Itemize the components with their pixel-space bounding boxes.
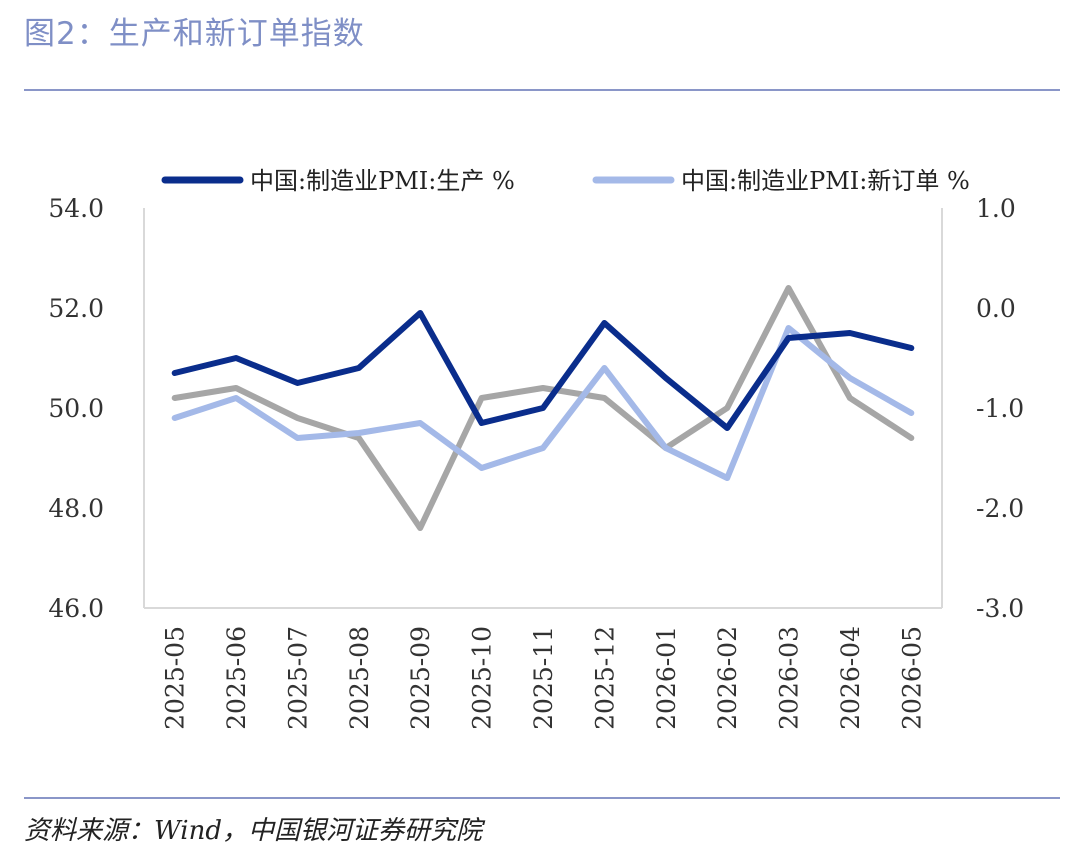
x-tick-label: 2025-12 [590,626,619,730]
right-tick-label: -3.0 [976,594,1024,623]
x-tick-label: 2025-05 [161,626,190,730]
left-tick-label: 52.0 [48,294,104,323]
legend-label-2: 中国:制造业PMI:新订单 % [681,167,970,195]
x-tick-label: 2025-07 [283,626,312,730]
x-tick-label: 2025-10 [468,626,497,730]
left-tick-label: 48.0 [48,494,104,523]
top-divider [24,89,1060,91]
right-tick-label: 0.0 [976,294,1016,323]
bottom-divider [24,797,1060,799]
left-tick-label: 46.0 [48,594,104,623]
x-tick-label: 2025-09 [406,626,435,730]
left-tick-label: 50.0 [48,394,104,423]
legend-label-1: 中国:制造业PMI:生产 % [250,167,515,195]
series-line-2 [171,325,915,481]
source-note: 资料来源：Wind，中国银河证券研究院 [24,816,482,846]
line-chart: 54.0 52.0 50.0 48.0 46.0 1.0 0.0 -1.0 -2.0 -3.0 20… [48,167,1024,730]
chart-axes: 54.0 52.0 50.0 48.0 46.0 1.0 0.0 -1.0 -2.0 -3.0 20… [48,194,1024,730]
x-tick-label: 2026-02 [713,626,742,730]
right-tick-label: 1.0 [976,194,1016,223]
chart-legend: 中国:制造业PMI:生产 % 中国:制造业PMI:新订单 % [161,167,970,195]
series-line-1 [171,310,915,431]
x-tick-label: 2026-05 [897,626,926,730]
x-tick-label: 2025-06 [222,626,251,730]
x-tick-label: 2026-03 [775,626,804,730]
x-tick-label: 2025-08 [345,626,374,730]
x-tick-label: 2025-11 [529,626,558,730]
series-line-3 [171,285,915,531]
right-tick-label: -2.0 [976,494,1024,523]
x-tick-label: 2026-04 [836,626,865,730]
right-tick-label: -1.0 [976,394,1024,423]
chart-series [171,285,915,531]
x-tick-label: 2026-01 [652,626,681,730]
figure-title: 图2：生产和新订单指数 [24,16,365,52]
left-tick-label: 54.0 [48,194,104,223]
